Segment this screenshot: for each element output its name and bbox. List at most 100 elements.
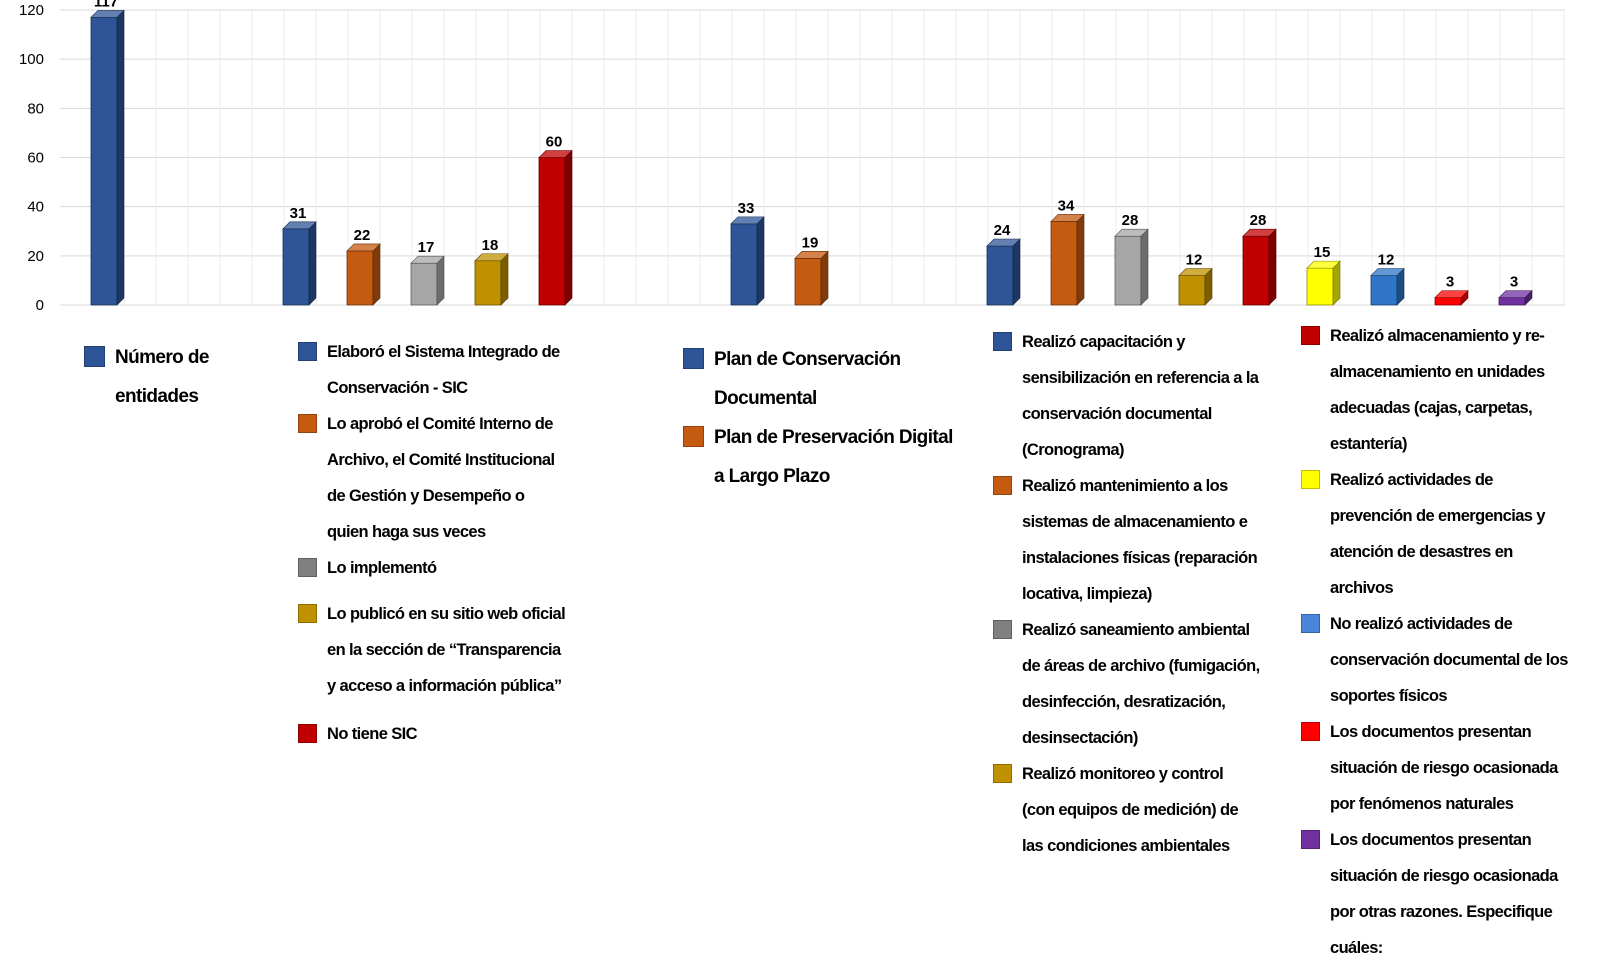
legend-item: Realizó monitoreo y control (con equipos … (993, 756, 1293, 864)
bar-top (794, 250, 829, 259)
legend-item: Realizó capacitación y sensibilización en… (993, 324, 1293, 468)
legend-label: Lo aprobó el Comité Interno de Archivo, e… (327, 406, 555, 550)
bar (90, 9, 125, 306)
legend-label-line: estantería) (1330, 435, 1407, 453)
bar-side (1332, 260, 1341, 306)
legend-label-line: Realizó actividades de (1330, 471, 1493, 489)
bars (90, 9, 1533, 306)
legend-label-line: a Largo Plazo (714, 466, 830, 487)
legend-label-line: Realizó saneamiento ambiental (1022, 621, 1250, 639)
legend-label: Lo publicó en su sitio web oficial en la … (327, 596, 566, 704)
legend-label-line: Plan de Preservación Digital (714, 427, 953, 448)
bar-front (346, 250, 374, 306)
legend-column-2: Elaboró el Sistema Integrado de Conservac… (298, 334, 658, 752)
data-label: 3 (1446, 274, 1454, 291)
legend-swatch (298, 342, 317, 361)
legend-swatch (993, 764, 1012, 783)
legend-item: Los documentos presentan situación de rie… (1301, 714, 1611, 822)
bar (538, 149, 573, 306)
data-label: 22 (354, 227, 371, 244)
legend-item: Realizó actividades de prevención de emer… (1301, 462, 1611, 606)
bar-top (1114, 228, 1149, 237)
legend-label-line: sensibilización en referencia a la (1022, 369, 1259, 387)
legend-label-line: Realizó mantenimiento a los (1022, 477, 1228, 495)
legend-label-line: Documental (714, 388, 817, 409)
bar-top (538, 150, 573, 158)
bar-top (1050, 214, 1085, 222)
bar-top (1178, 268, 1213, 276)
legend-item: Lo aprobó el Comité Interno de Archivo, e… (298, 406, 658, 550)
bar-top (410, 255, 445, 264)
bar (794, 250, 829, 306)
legend-label-line: sistemas de almacenamiento e (1022, 513, 1248, 531)
legend-swatch (1301, 326, 1320, 345)
legend-label: Realizó mantenimiento a los sistemas de a… (1022, 468, 1258, 612)
legend-label-line: (con equipos de medición) de (1022, 801, 1239, 819)
legend-label-line: entidades (115, 386, 199, 407)
legend-label-line: No tiene SIC (327, 725, 418, 743)
bar-front (1242, 235, 1270, 306)
bar (1114, 228, 1149, 306)
legend-label-line: Realizó capacitación y (1022, 333, 1185, 351)
data-label: 31 (290, 205, 307, 222)
bar-side (1268, 228, 1277, 306)
bar-top (1306, 260, 1341, 269)
legend-label-line: No realizó actividades de (1330, 615, 1513, 633)
legend-label-line: soportes físicos (1330, 687, 1448, 705)
bar-front (282, 228, 310, 306)
bar-front (474, 260, 502, 306)
legend-item: No realizó actividades de conservación do… (1301, 606, 1611, 714)
legend-label-line: en la sección de “Transparencia (327, 641, 561, 659)
data-label: 24 (994, 222, 1011, 239)
bar-side (1012, 238, 1021, 306)
legend-column-3: Plan de Conservación Documental Plan de Pr… (683, 340, 983, 496)
data-label: 12 (1186, 252, 1203, 269)
bar-side (1140, 228, 1149, 306)
bar-front (1306, 267, 1334, 306)
bar-top (1370, 268, 1405, 276)
legend-item: Elaboró el Sistema Integrado de Conservac… (298, 334, 658, 406)
data-label: 28 (1250, 212, 1267, 229)
bar-top (1434, 290, 1469, 298)
bar-top (986, 238, 1021, 247)
data-label: 19 (802, 234, 819, 251)
legend-item: Realizó saneamiento ambiental de áreas de… (993, 612, 1293, 756)
legend-label: Realizó saneamiento ambiental de áreas de… (1022, 612, 1260, 756)
y-tick-label: 80 (27, 100, 44, 117)
legend-label-line: Los documentos presentan (1330, 831, 1532, 849)
y-tick-label: 60 (27, 150, 44, 167)
legend-item: Realizó almacenamiento y re-almacenamien… (1301, 318, 1611, 462)
legend-swatch (1301, 830, 1320, 849)
bar-front (1498, 297, 1526, 306)
legend-item: Plan de Preservación Digital a Largo Plaz… (683, 418, 983, 496)
bar-side (372, 243, 381, 306)
legend-label: Realizó actividades de prevención de emer… (1330, 462, 1546, 606)
legend-label-line: conservación documental de los (1330, 651, 1568, 669)
legend-label: Los documentos presentan situación de rie… (1330, 822, 1558, 966)
legend-label-line: instalaciones físicas (reparación (1022, 549, 1258, 567)
bar-front (1178, 275, 1206, 306)
legend-label: Plan de Preservación Digital a Largo Plaz… (714, 418, 953, 496)
bar-front (1050, 221, 1078, 306)
bar-top (1498, 290, 1533, 298)
bar-front (90, 16, 118, 306)
legend-swatch (683, 426, 704, 447)
legend-swatch (298, 604, 317, 623)
legend-label-line: por fenómenos naturales (1330, 795, 1514, 813)
bar-side (436, 255, 445, 306)
legend-label-line: desinsectación) (1022, 729, 1138, 747)
legend-label-line: de áreas de archivo (fumigación, (1022, 657, 1260, 675)
y-tick-label: 20 (27, 248, 44, 265)
legend-label-line: Lo aprobó el Comité Interno de (327, 415, 553, 433)
legend-label-line: cuáles: (1330, 939, 1383, 957)
legend-swatch (993, 476, 1012, 495)
bar-side (116, 9, 125, 306)
legend-label-line: y acceso a información pública” (327, 677, 562, 695)
bar-top (90, 10, 125, 18)
legend-item: Realizó mantenimiento a los sistemas de a… (993, 468, 1293, 612)
data-label: 60 (546, 134, 563, 151)
legend-swatch (993, 620, 1012, 639)
bar (1242, 228, 1277, 306)
bar-front (1370, 275, 1398, 306)
